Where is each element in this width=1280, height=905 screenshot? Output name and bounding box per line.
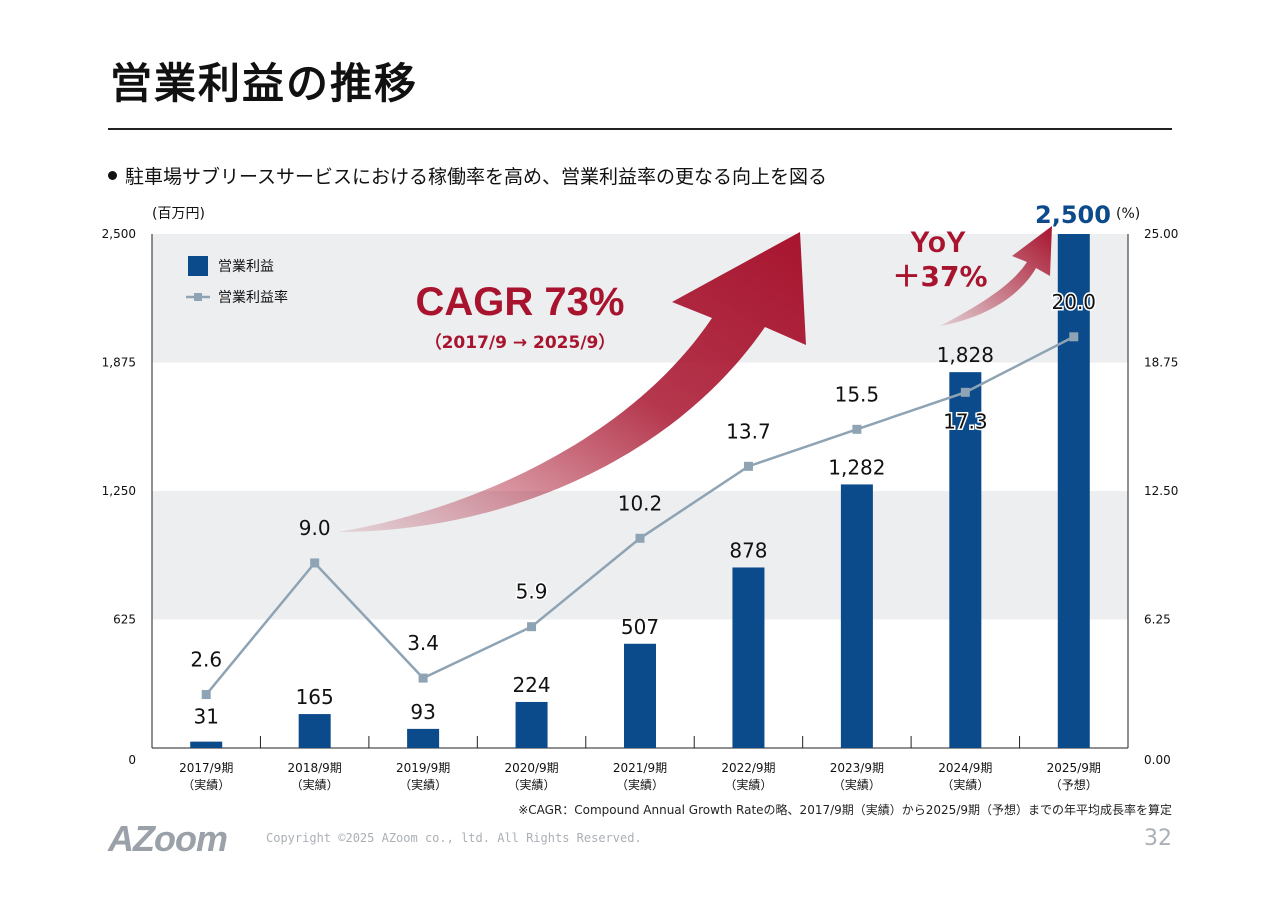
left-tick-label: 1,875 <box>102 356 136 370</box>
right-tick-label: 6.25 <box>1144 613 1171 627</box>
bar-value-label: 31 <box>193 705 218 729</box>
profit-bar <box>624 643 656 748</box>
category-label-year: 2022/9期 <box>721 761 775 775</box>
margin-marker <box>527 622 537 632</box>
margin-marker <box>201 690 211 700</box>
margin-marker <box>635 533 645 543</box>
left-axis-unit: (百万円) <box>152 206 205 222</box>
bullet-dot-icon <box>108 171 117 180</box>
annotations: CAGR 73% （2017/9 → 2025/9） YoY ＋37% <box>416 226 988 353</box>
yoy-label: YoY <box>910 226 966 259</box>
category-label-type: （実績） <box>833 777 881 792</box>
margin-value-label: 9.0 <box>299 516 331 540</box>
bar-value-label: 93 <box>410 700 435 724</box>
right-tick-label: 0.00 <box>1144 753 1171 767</box>
left-tick-label: 1,250 <box>102 484 136 498</box>
grid-bands <box>152 234 1128 620</box>
margin-value-label: 15.5 <box>835 382 880 406</box>
cagr-period: （2017/9 → 2025/9） <box>425 332 616 353</box>
margin-value-label: 2.6 <box>190 648 222 672</box>
margin-marker <box>852 424 862 434</box>
category-label-year: 2019/9期 <box>396 761 450 775</box>
category-label-type: （実績） <box>724 777 772 792</box>
margin-marker <box>743 461 753 471</box>
profit-bar <box>1057 234 1090 748</box>
cagr-footnote: ※CAGR：Compound Annual Growth Rateの略、2017… <box>518 803 1172 817</box>
bar-value-label: 1,282 <box>828 455 885 479</box>
title-divider <box>108 128 1172 130</box>
bar-value-label: 2,500 <box>1035 201 1111 229</box>
bar-value-label: 878 <box>729 538 767 562</box>
yoy-arrow <box>940 226 1052 326</box>
profit-bar <box>407 728 440 748</box>
category-label-type: （実績） <box>182 777 230 792</box>
category-label-year: 2020/9期 <box>504 761 558 775</box>
margin-marker <box>1069 332 1079 342</box>
yoy-value: ＋37% <box>892 260 987 293</box>
left-tick-label: 2,500 <box>102 227 136 241</box>
margin-marker <box>418 673 428 683</box>
profit-bar <box>515 701 548 748</box>
cagr-label: CAGR 73% <box>416 280 625 324</box>
right-axis-unit: (%) <box>1116 206 1140 222</box>
right-axis-ticks: 0.00 6.25 12.50 18.75 25.00 <box>1144 227 1178 767</box>
value-labels: 31 165 93 224 507 878 1,282 1,828 2,500 2.6 9.0 3.4… <box>190 201 1111 729</box>
margin-value-label: 13.7 <box>726 419 771 443</box>
legend-line-marker <box>194 293 202 301</box>
left-axis-ticks: 0 625 1,250 1,875 2,500 <box>102 227 136 767</box>
category-label-type: （予想） <box>1050 777 1098 792</box>
profit-bar <box>840 484 873 748</box>
legend-bar-swatch <box>188 256 208 276</box>
bullet-text: 駐車場サブリースサービスにおける稼働率を高め、営業利益率の更なる向上を図る <box>125 166 828 188</box>
copyright: Copyright ©2025 AZoom co., ltd. All Righ… <box>266 831 642 845</box>
profit-bar <box>190 741 223 748</box>
margin-marker <box>960 387 970 397</box>
cagr-arrow <box>338 232 806 532</box>
category-label-year: 2018/9期 <box>288 761 342 775</box>
bar-value-label: 165 <box>296 685 334 709</box>
right-tick-label: 25.00 <box>1144 227 1178 241</box>
bullet-point: 駐車場サブリースサービスにおける稼働率を高め、営業利益率の更なる向上を図る <box>108 162 827 189</box>
category-label-type: （実績） <box>616 777 664 792</box>
category-label-year: 2025/9期 <box>1047 761 1101 775</box>
page-title: 営業利益の推移 <box>110 59 419 108</box>
category-label-year: 2021/9期 <box>613 761 667 775</box>
legend-bar-label: 営業利益 <box>218 259 274 275</box>
bar-value-label: 507 <box>621 615 659 639</box>
margin-marker <box>310 558 320 568</box>
margin-line <box>201 332 1079 700</box>
profit-bar <box>949 372 982 748</box>
profit-bar <box>732 567 765 748</box>
bar-value-label: 224 <box>512 673 550 697</box>
category-labels: 2017/9期 （実績） 2018/9期 （実績） 2019/9期 （実績） 2020/9期… <box>179 761 1101 792</box>
category-label-year: 2023/9期 <box>830 761 884 775</box>
grid-band <box>152 234 1128 363</box>
margin-value-label: 3.4 <box>407 631 439 655</box>
right-tick-label: 18.75 <box>1144 356 1178 370</box>
category-label-type: （実績） <box>941 777 989 792</box>
right-tick-label: 12.50 <box>1144 484 1178 498</box>
left-tick-label: 625 <box>113 613 136 627</box>
category-label-type: （実績） <box>399 777 447 792</box>
left-tick-label: 0 <box>128 753 136 767</box>
margin-value-label: 20.0 <box>1052 290 1097 314</box>
margin-value-label: 10.2 <box>618 491 663 515</box>
profit-bar <box>298 714 331 748</box>
category-label-type: （実績） <box>508 777 556 792</box>
margin-value-label: 17.3 <box>943 409 988 433</box>
category-label-year: 2024/9期 <box>938 761 992 775</box>
category-label-type: （実績） <box>291 777 339 792</box>
category-label-year: 2017/9期 <box>179 761 233 775</box>
growth-arrows <box>338 226 1052 532</box>
legend-line-label: 営業利益率 <box>218 289 288 306</box>
profit-bars <box>190 234 1090 748</box>
bar-value-label: 1,828 <box>937 343 994 367</box>
page-number: 32 <box>1144 826 1172 851</box>
margin-value-label: 5.9 <box>516 580 548 604</box>
company-logo: AZoom <box>108 818 228 859</box>
